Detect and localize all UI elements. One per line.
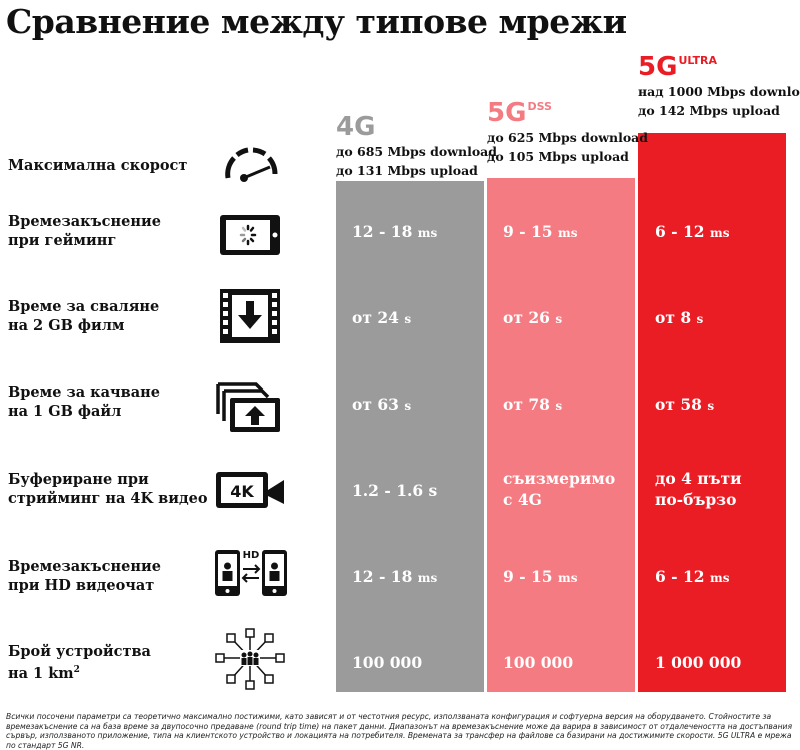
header-4g-name: 4G xyxy=(336,112,376,142)
column-5g-dss xyxy=(487,178,635,692)
column-4g xyxy=(336,181,484,692)
page-title: Сравнение между типове мрежи xyxy=(6,2,627,41)
value-dss-4k: съизмеримо с 4G xyxy=(503,469,616,509)
header-5g-dss-download: до 625 Mbps download xyxy=(487,130,649,145)
value-4g-4k: 1.2 - 1.6 s xyxy=(352,481,438,500)
row-label-hd-videochat: Времезакъснение при HD видеочат xyxy=(8,558,161,594)
hd-text: HD xyxy=(243,550,260,561)
gaming-phone-icon xyxy=(212,203,288,267)
header-4g-download: до 685 Mbps download xyxy=(336,144,498,159)
4k-text: 4K xyxy=(230,482,254,501)
column-5g-ultra xyxy=(638,133,786,692)
header-5g-dss: 5GDSS до 625 Mbps download до 105 Mbps u… xyxy=(487,98,648,166)
speedometer-icon xyxy=(212,134,288,198)
row-label-devices: Брой устройства на 1 km2 xyxy=(8,643,151,682)
4k-camera-icon: 4K xyxy=(212,460,288,524)
value-ultra-4k: до 4 пъти по-бързо xyxy=(655,469,742,509)
value-dss-devices: 100 000 xyxy=(503,653,574,672)
footnote: Всички посочени параметри са теоретично … xyxy=(6,712,793,750)
row-label-gaming-latency: Времезакъснение при гейминг xyxy=(8,213,161,249)
value-4g-upload: от 63 s xyxy=(352,395,412,414)
hd-videochat-icon: HD xyxy=(212,542,288,606)
row-label-upload: Време за качване на 1 GB файл xyxy=(8,384,160,420)
row-label-4k-buffering: Буфериране при стрийминг на 4K видео xyxy=(8,471,208,507)
value-4g-devices: 100 000 xyxy=(352,653,423,672)
value-dss-upload: от 78 s xyxy=(503,395,563,414)
value-dss-gaming: 9 - 15 ms xyxy=(503,222,578,241)
row-label-download: Време за сваляне на 2 GB филм xyxy=(8,298,160,334)
file-upload-icon xyxy=(212,374,288,438)
header-4g-upload: до 131 Mbps upload xyxy=(336,163,478,178)
value-dss-download: от 26 s xyxy=(503,308,563,327)
header-5g-ultra-name: 5GULTRA xyxy=(638,52,718,82)
header-4g: 4G до 685 Mbps download до 131 Mbps uplo… xyxy=(336,112,497,180)
header-5g-ultra: 5GULTRA над 1000 Mbps download до 142 Mb… xyxy=(638,52,800,120)
header-5g-ultra-download: над 1000 Mbps download xyxy=(638,84,800,99)
value-ultra-devices: 1 000 000 xyxy=(655,653,742,672)
header-5g-dss-upload: до 105 Mbps upload xyxy=(487,149,629,164)
value-4g-download: от 24 s xyxy=(352,308,412,327)
row-label-max-speed: Максимална скорост xyxy=(8,157,188,174)
value-4g-gaming: 12 - 18 ms xyxy=(352,222,438,241)
header-5g-ultra-upload: до 142 Mbps upload xyxy=(638,103,780,118)
value-ultra-gaming: 6 - 12 ms xyxy=(655,222,730,241)
value-ultra-videochat: 6 - 12 ms xyxy=(655,567,730,586)
value-ultra-download: от 8 s xyxy=(655,308,704,327)
value-4g-videochat: 12 - 18 ms xyxy=(352,567,438,586)
value-ultra-upload: от 58 s xyxy=(655,395,715,414)
value-dss-videochat: 9 - 15 ms xyxy=(503,567,578,586)
devices-network-icon xyxy=(212,626,288,690)
header-5g-dss-name: 5GDSS xyxy=(487,98,552,128)
film-download-icon xyxy=(212,287,288,351)
